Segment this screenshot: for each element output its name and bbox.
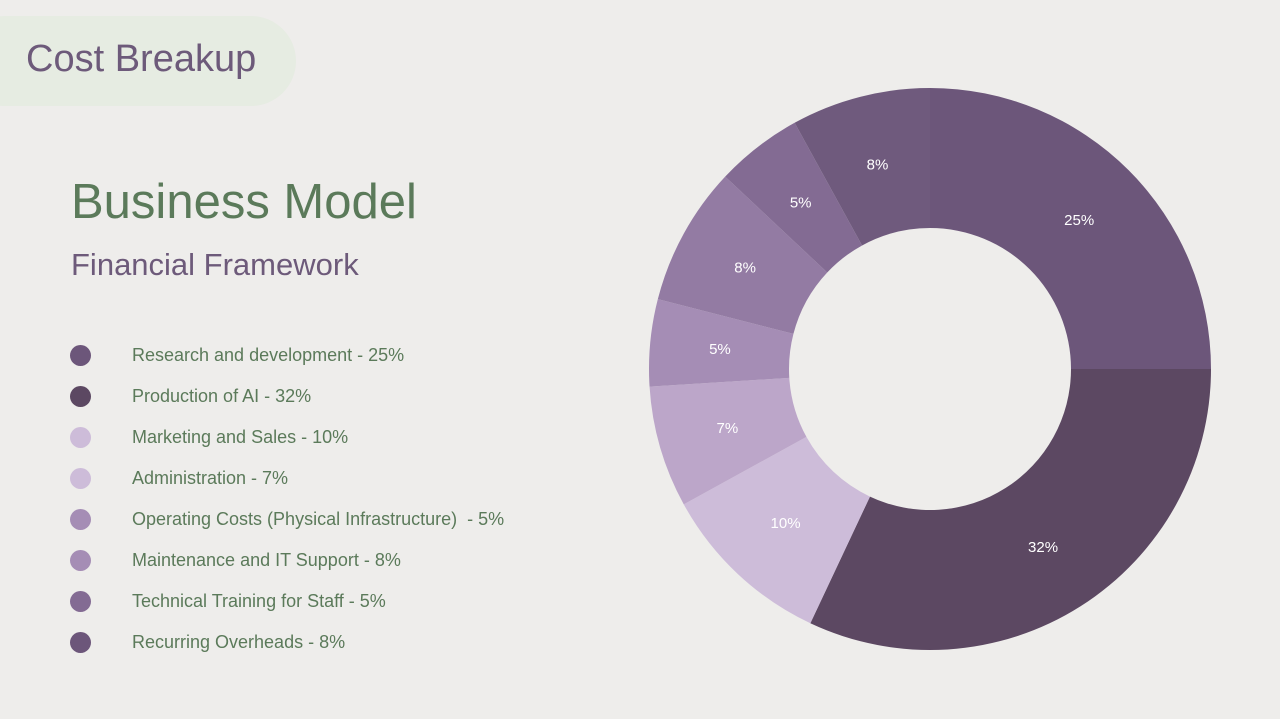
legend-item: Technical Training for Staff - 5% — [70, 580, 590, 621]
legend-label: Operating Costs (Physical Infrastructure… — [132, 509, 505, 529]
legend-swatch — [70, 509, 91, 530]
slice-label: 8% — [734, 259, 756, 276]
legend-item: Administration - 7% — [70, 457, 590, 498]
donut-slice — [683, 436, 870, 624]
legend-label: Research and development - 25% — [132, 345, 405, 365]
section-tag: Cost Breakup — [26, 38, 257, 80]
legend-label: Administration - 7% — [132, 468, 289, 488]
donut-slice — [810, 369, 1211, 650]
legend-item: Research and development - 25% — [70, 334, 590, 375]
legend-label: Maintenance and IT Support - 8% — [132, 550, 401, 570]
slide-title: Business Model — [71, 175, 417, 229]
slide-subtitle: Financial Framework — [71, 247, 359, 282]
legend-item: Marketing and Sales - 10% — [70, 416, 590, 457]
legend-label: Marketing and Sales - 10% — [132, 427, 349, 447]
slice-label: 5% — [790, 194, 812, 211]
slice-label: 5% — [709, 341, 731, 358]
legend-swatch — [70, 591, 91, 612]
legend-swatch — [70, 345, 91, 366]
legend-swatch — [70, 468, 91, 489]
legend-label: Recurring Overheads - 8% — [132, 632, 346, 652]
legend-item: Operating Costs (Physical Infrastructure… — [70, 498, 590, 539]
legend-swatch — [70, 550, 91, 571]
slice-label: 10% — [771, 515, 801, 532]
slice-label: 25% — [1064, 212, 1094, 229]
legend-swatch — [70, 632, 91, 653]
legend-item: Recurring Overheads - 8% — [70, 621, 590, 662]
legend-swatch — [70, 386, 91, 407]
donut-slice — [649, 299, 794, 387]
donut-chart: 25% 32% 10% 7% 5% 8% 5% 8% — [649, 88, 1211, 650]
donut-slice — [725, 122, 863, 273]
donut-slice — [649, 377, 807, 505]
legend-label: Technical Training for Staff - 5% — [132, 591, 386, 611]
slice-label: 32% — [1028, 539, 1058, 556]
legend-label: Production of AI - 32% — [132, 386, 312, 406]
chart-legend: Research and development - 25% Production… — [70, 334, 590, 662]
donut-slice — [794, 88, 930, 246]
section-tag-pill — [0, 16, 296, 106]
legend-item: Maintenance and IT Support - 8% — [70, 539, 590, 580]
donut-slice — [930, 88, 1211, 369]
legend-item: Production of AI - 32% — [70, 375, 590, 416]
legend-swatch — [70, 427, 91, 448]
slice-label: 8% — [867, 157, 889, 174]
slice-label: 7% — [717, 420, 739, 437]
donut-slice — [657, 176, 828, 334]
